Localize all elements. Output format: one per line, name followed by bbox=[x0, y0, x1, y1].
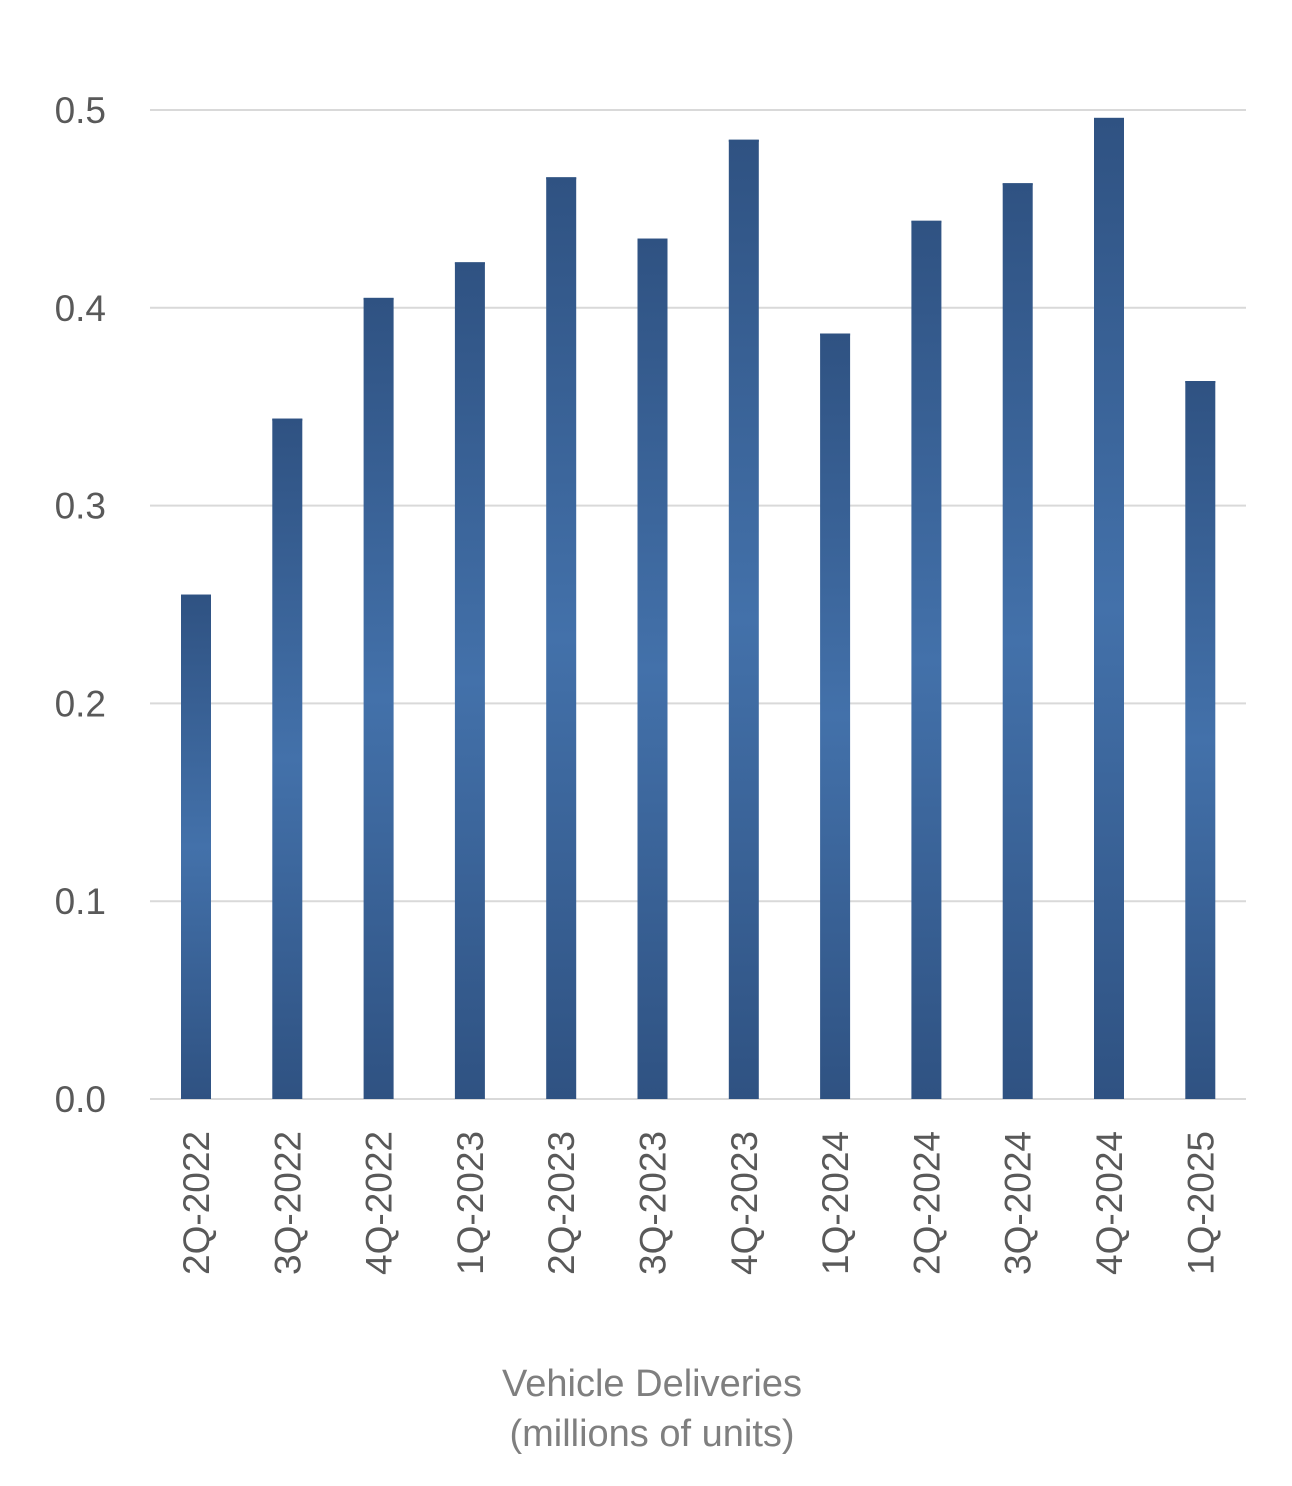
bar-2Q-2022 bbox=[181, 594, 211, 1099]
x-axis-caption: Vehicle Deliveries (millions of units) bbox=[502, 1363, 802, 1455]
x-tick-label-3Q-2023: 3Q-2023 bbox=[633, 1131, 674, 1275]
y-tick-label: 0.5 bbox=[55, 90, 106, 131]
bar-4Q-2022 bbox=[363, 297, 394, 1099]
x-tick-label-1Q-2025: 1Q-2025 bbox=[1180, 1131, 1221, 1275]
bars bbox=[181, 117, 1216, 1100]
x-tick-label-3Q-2022: 3Q-2022 bbox=[267, 1131, 308, 1275]
bar-3Q-2024 bbox=[1002, 183, 1033, 1099]
y-tick-label: 0.2 bbox=[55, 683, 106, 724]
x-tick-label-4Q-2024: 4Q-2024 bbox=[1089, 1131, 1130, 1275]
y-tick-label: 0.1 bbox=[55, 881, 106, 922]
x-tick-label-2Q-2024: 2Q-2024 bbox=[906, 1131, 947, 1275]
bar-3Q-2022 bbox=[272, 418, 303, 1100]
bar-4Q-2023 bbox=[728, 139, 759, 1099]
bar-4Q-2024 bbox=[1094, 117, 1124, 1099]
y-tick-label: 0.4 bbox=[55, 288, 106, 329]
bar-1Q-2024 bbox=[820, 333, 851, 1099]
x-tick-label-3Q-2024: 3Q-2024 bbox=[998, 1131, 1039, 1275]
gridlines bbox=[150, 109, 1246, 1100]
y-tick-label: 0.3 bbox=[55, 486, 106, 527]
bar-2Q-2023 bbox=[546, 177, 577, 1100]
y-axis-ticks: 0.0 0.1 0.2 0.3 0.4 0.5 bbox=[55, 90, 106, 1120]
x-tick-label-1Q-2023: 1Q-2023 bbox=[450, 1131, 491, 1275]
bar-2Q-2024 bbox=[911, 220, 942, 1100]
x-tick-label-2Q-2022: 2Q-2022 bbox=[176, 1131, 217, 1275]
x-tick-label-2Q-2023: 2Q-2023 bbox=[541, 1131, 582, 1275]
y-tick-label: 0.0 bbox=[55, 1079, 106, 1120]
x-tick-label-1Q-2024: 1Q-2024 bbox=[815, 1131, 856, 1275]
x-axis-ticks: 2Q-2022 3Q-2022 4Q-2022 1Q-2023 2Q-2023 3Q-20… bbox=[176, 1131, 1221, 1275]
bar-1Q-2023 bbox=[454, 262, 485, 1099]
caption-line-1: Vehicle Deliveries bbox=[502, 1363, 802, 1405]
bar-3Q-2023 bbox=[637, 238, 668, 1100]
bar-1Q-2025 bbox=[1185, 381, 1216, 1099]
x-tick-label-4Q-2022: 4Q-2022 bbox=[359, 1131, 400, 1275]
x-tick-label-4Q-2023: 4Q-2023 bbox=[724, 1131, 765, 1275]
caption-line-2: (millions of units) bbox=[509, 1413, 794, 1455]
